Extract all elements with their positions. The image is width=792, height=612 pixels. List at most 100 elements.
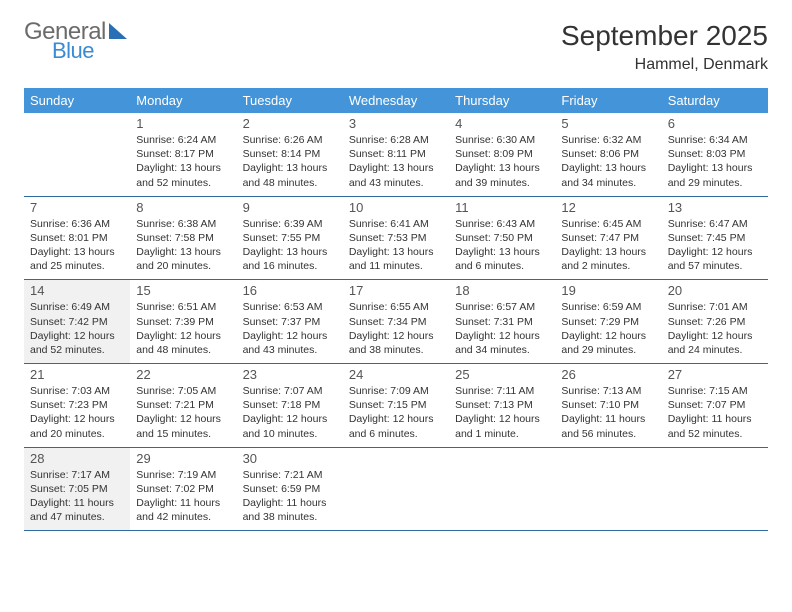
sunset-text: Sunset: 7:53 PM	[349, 231, 443, 245]
week-row: 14Sunrise: 6:49 AMSunset: 7:42 PMDayligh…	[24, 280, 768, 364]
day-header: Thursday	[449, 88, 555, 113]
sunrise-text: Sunrise: 7:17 AM	[30, 468, 124, 482]
sunrise-text: Sunrise: 6:47 AM	[668, 217, 762, 231]
page-header: General Blue September 2025 Hammel, Denm…	[24, 20, 768, 74]
daylight-text: Daylight: 13 hours and 2 minutes.	[561, 245, 655, 273]
sunset-text: Sunset: 7:10 PM	[561, 398, 655, 412]
day-info: Sunrise: 6:51 AMSunset: 7:39 PMDaylight:…	[136, 300, 230, 357]
day-number: 12	[561, 200, 655, 215]
daylight-text: Daylight: 12 hours and 20 minutes.	[30, 412, 124, 440]
day-cell: 9Sunrise: 6:39 AMSunset: 7:55 PMDaylight…	[237, 197, 343, 280]
day-info: Sunrise: 6:36 AMSunset: 8:01 PMDaylight:…	[30, 217, 124, 274]
day-cell	[24, 113, 130, 196]
sunset-text: Sunset: 7:58 PM	[136, 231, 230, 245]
day-number: 1	[136, 116, 230, 131]
day-info: Sunrise: 7:09 AMSunset: 7:15 PMDaylight:…	[349, 384, 443, 441]
daylight-text: Daylight: 13 hours and 43 minutes.	[349, 161, 443, 189]
sunrise-text: Sunrise: 6:43 AM	[455, 217, 549, 231]
daylight-text: Daylight: 13 hours and 25 minutes.	[30, 245, 124, 273]
daylight-text: Daylight: 11 hours and 47 minutes.	[30, 496, 124, 524]
day-info: Sunrise: 6:24 AMSunset: 8:17 PMDaylight:…	[136, 133, 230, 190]
sunset-text: Sunset: 7:55 PM	[243, 231, 337, 245]
day-info: Sunrise: 7:13 AMSunset: 7:10 PMDaylight:…	[561, 384, 655, 441]
day-header: Friday	[555, 88, 661, 113]
week-row: 1 Sunrise: 6:24 AMSunset: 8:17 PMDaylight…	[24, 113, 768, 197]
sunset-text: Sunset: 6:59 PM	[243, 482, 337, 496]
sunset-text: Sunset: 7:21 PM	[136, 398, 230, 412]
sunrise-text: Sunrise: 7:03 AM	[30, 384, 124, 398]
day-cell	[449, 448, 555, 531]
day-cell: 24Sunrise: 7:09 AMSunset: 7:15 PMDayligh…	[343, 364, 449, 447]
day-cell: 4Sunrise: 6:30 AMSunset: 8:09 PMDaylight…	[449, 113, 555, 196]
week-row: 21Sunrise: 7:03 AMSunset: 7:23 PMDayligh…	[24, 364, 768, 448]
day-number: 13	[668, 200, 762, 215]
day-cell: 18Sunrise: 6:57 AMSunset: 7:31 PMDayligh…	[449, 280, 555, 363]
sunrise-text: Sunrise: 6:28 AM	[349, 133, 443, 147]
sunrise-text: Sunrise: 6:45 AM	[561, 217, 655, 231]
day-cell: 3Sunrise: 6:28 AMSunset: 8:11 PMDaylight…	[343, 113, 449, 196]
day-number: 5	[561, 116, 655, 131]
day-header: Saturday	[662, 88, 768, 113]
day-header: Wednesday	[343, 88, 449, 113]
day-info: Sunrise: 7:11 AMSunset: 7:13 PMDaylight:…	[455, 384, 549, 441]
day-cell: 8 Sunrise: 6:38 AMSunset: 7:58 PMDaylight…	[130, 197, 236, 280]
day-cell: 28Sunrise: 7:17 AMSunset: 7:05 PMDayligh…	[24, 448, 130, 531]
daylight-text: Daylight: 12 hours and 34 minutes.	[455, 329, 549, 357]
month-title: September 2025	[561, 20, 768, 52]
day-info: Sunrise: 6:34 AMSunset: 8:03 PMDaylight:…	[668, 133, 762, 190]
day-info: Sunrise: 6:45 AMSunset: 7:47 PMDaylight:…	[561, 217, 655, 274]
day-info: Sunrise: 7:01 AMSunset: 7:26 PMDaylight:…	[668, 300, 762, 357]
sunrise-text: Sunrise: 7:01 AM	[668, 300, 762, 314]
daylight-text: Daylight: 13 hours and 34 minutes.	[561, 161, 655, 189]
day-number: 21	[30, 367, 124, 382]
day-number: 29	[136, 451, 230, 466]
daylight-text: Daylight: 12 hours and 24 minutes.	[668, 329, 762, 357]
daylight-text: Daylight: 12 hours and 48 minutes.	[136, 329, 230, 357]
day-info: Sunrise: 7:21 AMSunset: 6:59 PMDaylight:…	[243, 468, 337, 525]
sunrise-text: Sunrise: 7:05 AM	[136, 384, 230, 398]
sunrise-text: Sunrise: 7:19 AM	[136, 468, 230, 482]
sunset-text: Sunset: 8:11 PM	[349, 147, 443, 161]
sunset-text: Sunset: 7:50 PM	[455, 231, 549, 245]
day-number: 19	[561, 283, 655, 298]
daylight-text: Daylight: 12 hours and 57 minutes.	[668, 245, 762, 273]
sunset-text: Sunset: 8:17 PM	[136, 147, 230, 161]
sunrise-text: Sunrise: 6:30 AM	[455, 133, 549, 147]
day-number: 6	[668, 116, 762, 131]
day-info: Sunrise: 6:53 AMSunset: 7:37 PMDaylight:…	[243, 300, 337, 357]
sunrise-text: Sunrise: 7:13 AM	[561, 384, 655, 398]
day-info: Sunrise: 6:55 AMSunset: 7:34 PMDaylight:…	[349, 300, 443, 357]
calendar: SundayMondayTuesdayWednesdayThursdayFrid…	[24, 88, 768, 531]
daylight-text: Daylight: 13 hours and 29 minutes.	[668, 161, 762, 189]
day-info: Sunrise: 6:59 AMSunset: 7:29 PMDaylight:…	[561, 300, 655, 357]
sunset-text: Sunset: 7:34 PM	[349, 315, 443, 329]
sunset-text: Sunset: 7:37 PM	[243, 315, 337, 329]
sunset-text: Sunset: 7:42 PM	[30, 315, 124, 329]
day-number: 17	[349, 283, 443, 298]
day-number: 8	[136, 200, 230, 215]
daylight-text: Daylight: 13 hours and 16 minutes.	[243, 245, 337, 273]
sunrise-text: Sunrise: 6:34 AM	[668, 133, 762, 147]
day-number: 10	[349, 200, 443, 215]
daylight-text: Daylight: 12 hours and 52 minutes.	[30, 329, 124, 357]
logo-text-blue: Blue	[52, 40, 127, 62]
day-number: 20	[668, 283, 762, 298]
day-cell: 5Sunrise: 6:32 AMSunset: 8:06 PMDaylight…	[555, 113, 661, 196]
daylight-text: Daylight: 13 hours and 52 minutes.	[136, 161, 230, 189]
daylight-text: Daylight: 13 hours and 20 minutes.	[136, 245, 230, 273]
day-info: Sunrise: 6:28 AMSunset: 8:11 PMDaylight:…	[349, 133, 443, 190]
sunrise-text: Sunrise: 6:59 AM	[561, 300, 655, 314]
day-cell	[343, 448, 449, 531]
sunrise-text: Sunrise: 6:26 AM	[243, 133, 337, 147]
day-cell: 14Sunrise: 6:49 AMSunset: 7:42 PMDayligh…	[24, 280, 130, 363]
day-info: Sunrise: 7:17 AMSunset: 7:05 PMDaylight:…	[30, 468, 124, 525]
daylight-text: Daylight: 13 hours and 11 minutes.	[349, 245, 443, 273]
sunrise-text: Sunrise: 6:38 AM	[136, 217, 230, 231]
day-info: Sunrise: 6:49 AMSunset: 7:42 PMDaylight:…	[30, 300, 124, 357]
daylight-text: Daylight: 12 hours and 38 minutes.	[349, 329, 443, 357]
sunrise-text: Sunrise: 6:51 AM	[136, 300, 230, 314]
sunrise-text: Sunrise: 7:15 AM	[668, 384, 762, 398]
sunrise-text: Sunrise: 6:53 AM	[243, 300, 337, 314]
daylight-text: Daylight: 11 hours and 52 minutes.	[668, 412, 762, 440]
week-row: 7Sunrise: 6:36 AMSunset: 8:01 PMDaylight…	[24, 197, 768, 281]
